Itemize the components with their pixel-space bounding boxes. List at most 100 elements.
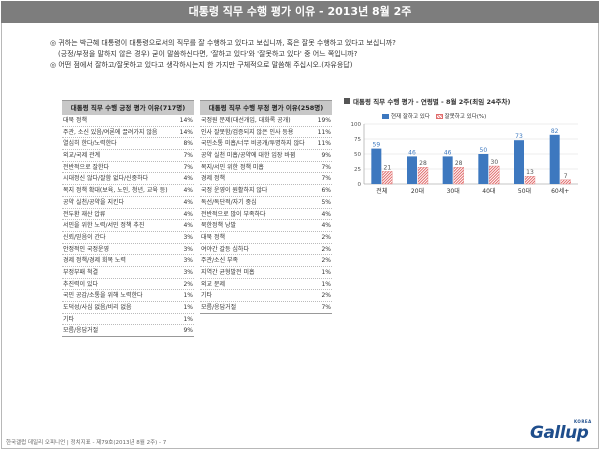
negative-reasons-table: 대통령 직무 수행 부정 평가 이유(258명) 국정원 문제(대선개입, 대화… <box>200 100 332 314</box>
negative-table-row-value: 11% <box>317 140 331 148</box>
question-2-line-1: ◎ 어떤 점에서 잘하고/잘못하고 있다고 생각하시는지 한 가지만 구체적으로… <box>50 61 353 69</box>
square-bullet-icon <box>344 98 350 104</box>
negative-table-row-value: 7% <box>321 175 331 183</box>
negative-table-row-label: 외교 문제 <box>201 280 225 288</box>
y-tick-label: 0 <box>358 182 362 188</box>
x-tick-label: 전체 <box>376 187 387 195</box>
negative-table-row-value: 4% <box>321 210 331 218</box>
positive-table-row: 복지 정책 확대(보육, 노인, 청년, 교육 등) 4% <box>62 185 194 197</box>
positive-table-row-label: 안정적인 국정운영 <box>63 245 110 253</box>
positive-table-row: 기타 1% <box>62 314 194 326</box>
legend-label-positive: 현재 잘하고 있다 <box>391 114 430 120</box>
y-tick-label: 75 <box>354 137 361 143</box>
negative-table-row-label: 복지/서민 위한 정책 미흡 <box>201 163 264 171</box>
positive-table-row-value: 14% <box>179 117 193 124</box>
chart-legend: 현재 잘하고 있다 잘못하고 있다(%) <box>382 112 490 120</box>
bar-negative <box>453 167 464 185</box>
negative-table-row: 공약 실천 미흡/공약에 대한 입장 바뀜 9% <box>200 150 332 162</box>
positive-table-row: 안정적인 국정운영 3% <box>62 244 194 256</box>
negative-table-row-value: 9% <box>321 152 331 160</box>
positive-table-row: 경제 정책/경제 회복 노력 3% <box>62 255 194 267</box>
negative-table-row-label: 인사 잘못함/검증되지 않은 인사 등용 <box>201 128 294 136</box>
negative-table-row: 지역간 균형발전 미흡 1% <box>200 267 332 279</box>
negative-table-row-label: 주관/소신 부족 <box>201 257 239 265</box>
positive-table-row-value: 4% <box>183 175 193 183</box>
positive-table-row: 공약 실천/공약을 지킨다 4% <box>62 197 194 209</box>
data-label-negative: 28 <box>455 160 463 167</box>
bar-positive <box>407 156 417 184</box>
y-tick-label: 25 <box>354 167 361 173</box>
positive-table-row: 대북 정책 14% <box>62 115 194 127</box>
data-label-positive: 46 <box>444 149 452 156</box>
legend-item-negative: 잘못하고 있다(%) <box>435 114 486 120</box>
legend-item-positive: 현재 잘하고 있다 <box>382 114 430 120</box>
negative-table-row-label: 북한정책 낭발 <box>201 222 237 230</box>
footer-source: 한국갤럽 데일리 오피니언 | 정치지표 - 제79호(2013년 8월 2주)… <box>6 440 167 446</box>
bar-negative <box>524 176 536 185</box>
negative-table-row-label: 대북 정책 <box>201 233 225 241</box>
positive-table-row-value: 1% <box>183 292 193 300</box>
positive-table-row-value: 4% <box>183 210 193 218</box>
negative-table-row: 국정 운영이 원활하지 않다 6% <box>200 185 332 197</box>
negative-table-row: 국정원 문제(대선개입, 대화록 공개) 19% <box>200 115 332 127</box>
data-label-negative: 21 <box>384 164 392 171</box>
negative-table-row-value: 5% <box>321 198 331 206</box>
positive-table-row-label: 시대정신 않다/잘함 없다/신중하다 <box>63 175 149 183</box>
positive-table-row-label: 전반적으로 잘한다 <box>63 163 110 171</box>
y-tick-label: 50 <box>354 152 361 158</box>
chart-title-text: 대통령 직무 수행 평가 - 연령별 - 8월 2주(최임 24주차) <box>353 98 511 106</box>
negative-table-row: 복지/서민 위한 정책 미흡 7% <box>200 162 332 174</box>
positive-table-row-label: 주관, 소신 있음/여론에 끌려가지 않음 <box>63 128 158 136</box>
negative-table-row-value: 2% <box>321 245 331 253</box>
negative-table-row-label: 경제 정책 <box>201 175 225 183</box>
negative-table-row-value: 2% <box>321 233 331 241</box>
negative-table-title: 대통령 직무 수행 부정 평가 이유(258명) <box>200 100 332 115</box>
positive-table-row: 시대정신 않다/잘함 없다/신중하다 4% <box>62 173 194 186</box>
negative-table-row-label: 국정 운영이 원활하지 않다 <box>201 187 268 195</box>
bar-positive <box>371 148 382 184</box>
data-label-negative: 28 <box>419 160 427 167</box>
x-tick-label: 60세+ <box>551 187 569 195</box>
positive-table-row-value: 8% <box>183 140 193 148</box>
bar-positive <box>478 154 489 184</box>
negative-table-row-label: 기타 <box>201 292 213 300</box>
positive-table-row-value: 3% <box>183 245 193 253</box>
negative-table-row: 주관/소신 부족 2% <box>200 255 332 267</box>
positive-table-row-value: 2% <box>183 280 193 288</box>
bar-negative <box>489 165 500 185</box>
positive-table-row-label: 열심히 한다/노력한다 <box>63 140 117 148</box>
negative-table-row-value: 2% <box>321 257 331 265</box>
bar-negative <box>417 167 429 185</box>
x-tick-label: 40대 <box>482 187 495 195</box>
positive-table-row-label: 대북 정책 <box>63 117 87 124</box>
positive-table-row-label: 도덕성/사심 없음/비리 없음 <box>63 304 132 311</box>
positive-table-row-label: 모름/응답거절 <box>63 327 99 335</box>
gallup-logo: Gallup KOREA <box>530 419 591 443</box>
negative-table-row-value: 2% <box>321 292 331 300</box>
page-title: 대통령 직무 수행 평가 이유 - 2013년 8월 2주 <box>1 1 599 23</box>
positive-table-row-value: 9% <box>183 327 193 335</box>
positive-table-row: 국민 공감/소통을 위해 노력한다 1% <box>62 290 194 302</box>
positive-table-row-value: 4% <box>183 222 193 230</box>
data-label-positive: 73 <box>515 133 523 140</box>
positive-table-title: 대통령 직무 수행 긍정 평가 이유(717명) <box>62 100 194 115</box>
x-tick-label: 20대 <box>411 187 424 195</box>
data-label-negative: 30 <box>491 159 499 166</box>
positive-table-row: 모름/응답거절 9% <box>62 325 194 338</box>
negative-table-row: 전반적으로 많이 부족하다 4% <box>200 209 332 221</box>
bar-negative <box>382 171 393 185</box>
negative-table-row: 국민소통 미흡/너무 비공개/투명하지 않다 11% <box>200 138 332 151</box>
negative-table-row-value: 7% <box>321 163 331 171</box>
positive-table-row: 도덕성/사심 없음/비리 없음 1% <box>62 302 194 314</box>
positive-table-row: 전두환 재산 압류 4% <box>62 209 194 221</box>
negative-table-row-label: 국정원 문제(대선개입, 대화록 공개) <box>201 117 291 124</box>
negative-table-row-label: 여야간 갈등 심하다 <box>201 245 249 253</box>
positive-table-row-label: 기타 <box>63 315 75 323</box>
positive-table-row-value: 14% <box>179 128 193 136</box>
positive-table-row: 부정부패 척결 3% <box>62 267 194 279</box>
bar-positive <box>549 134 560 184</box>
logo-text: Gallup <box>530 423 589 443</box>
legend-swatch-positive <box>382 114 389 119</box>
negative-table-row-label: 국민소통 미흡/너무 비공개/투명하지 않다 <box>201 140 305 148</box>
positive-table-row-value: 3% <box>183 233 193 241</box>
